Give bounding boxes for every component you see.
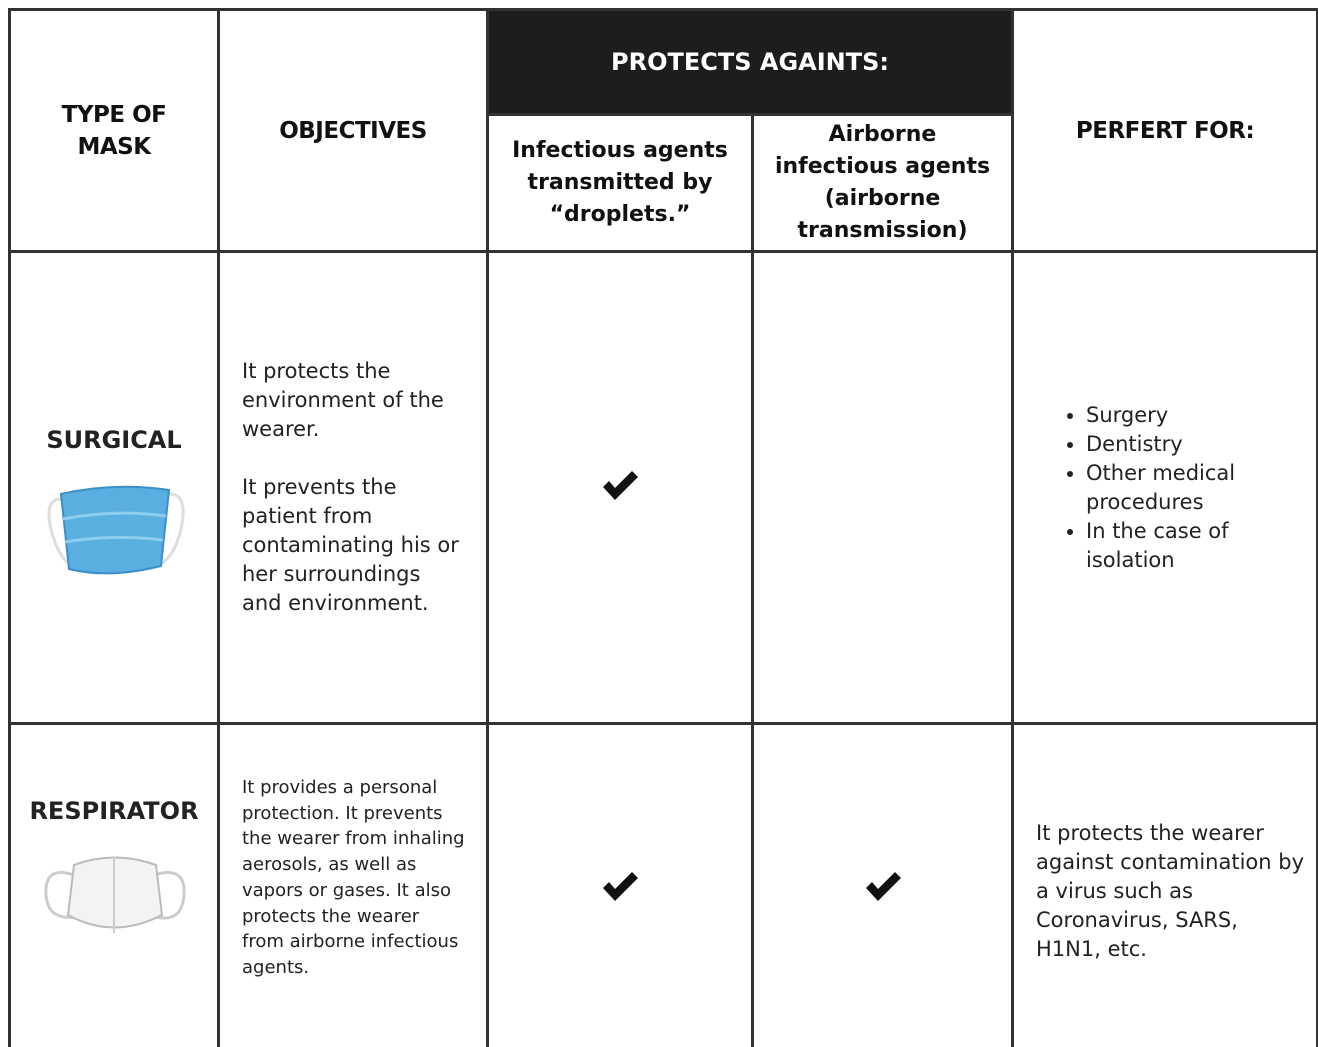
check-glyph bbox=[603, 470, 638, 500]
header-cell: PERFERT FOR: bbox=[1011, 8, 1318, 253]
respirator-image bbox=[44, 856, 186, 933]
check-cell bbox=[750, 250, 1015, 725]
check-mark bbox=[603, 872, 638, 901]
header-cell: TYPE OF MASK bbox=[8, 8, 220, 253]
list-item: Surgery bbox=[1086, 401, 1304, 430]
objective-text: It prevents the patient from contaminati… bbox=[242, 475, 459, 615]
check-cell bbox=[486, 722, 754, 1047]
header-cell: Airborne infectious agents (airborne tra… bbox=[750, 113, 1015, 253]
perfect-for-list: Surgery Dentistry Other medical procedur… bbox=[1036, 401, 1304, 575]
group-header-text: PROTECTS AGAINTS: bbox=[611, 48, 889, 76]
check-mark bbox=[865, 872, 901, 901]
header-cell: Infectious agents transmitted by “drople… bbox=[486, 113, 754, 253]
objective-text: It protects the environment of the weare… bbox=[242, 359, 444, 441]
check-cell bbox=[486, 250, 754, 725]
header-text: PERFERT FOR: bbox=[1075, 117, 1255, 144]
header-text: Infectious agents transmitted by “drople… bbox=[512, 138, 728, 227]
header-text: Airborne infectious agents (airborne tra… bbox=[774, 122, 991, 243]
type-name: SURGICAL bbox=[46, 425, 182, 454]
mask-table: TYPE OF MASK OBJECTIVES PROTECTS AGAINTS… bbox=[8, 8, 1318, 1047]
perfect-for-cell: Surgery Dentistry Other medical procedur… bbox=[1011, 250, 1318, 725]
type-name: RESPIRATOR bbox=[29, 797, 199, 825]
surgical-mask-image bbox=[47, 485, 185, 574]
check-mark bbox=[603, 470, 638, 500]
objectives-cell: It provides a personal protection. It pr… bbox=[217, 722, 489, 1047]
perfect-for-text: It protects the wearer against contamina… bbox=[1036, 821, 1305, 961]
type-cell: RESPIRATOR bbox=[8, 722, 220, 1047]
type-cell: SURGICAL bbox=[8, 250, 220, 725]
list-item: In the case of isolation bbox=[1086, 517, 1304, 575]
list-item: Other medical procedures bbox=[1086, 459, 1304, 517]
header-cell: OBJECTIVES bbox=[217, 8, 489, 253]
check-glyph bbox=[603, 872, 638, 901]
header-text: TYPE OF MASK bbox=[61, 101, 167, 160]
perfect-for-cell: It protects the wearer against contamina… bbox=[1011, 722, 1318, 1047]
objective-text: It provides a personal protection. It pr… bbox=[242, 777, 465, 978]
objectives-cell: It protects the environment of the weare… bbox=[217, 250, 489, 725]
list-item: Dentistry bbox=[1086, 430, 1304, 459]
check-cell bbox=[750, 722, 1015, 1047]
check-glyph bbox=[865, 872, 901, 901]
group-header: PROTECTS AGAINTS: bbox=[485, 8, 1015, 116]
header-text: OBJECTIVES bbox=[279, 117, 427, 144]
